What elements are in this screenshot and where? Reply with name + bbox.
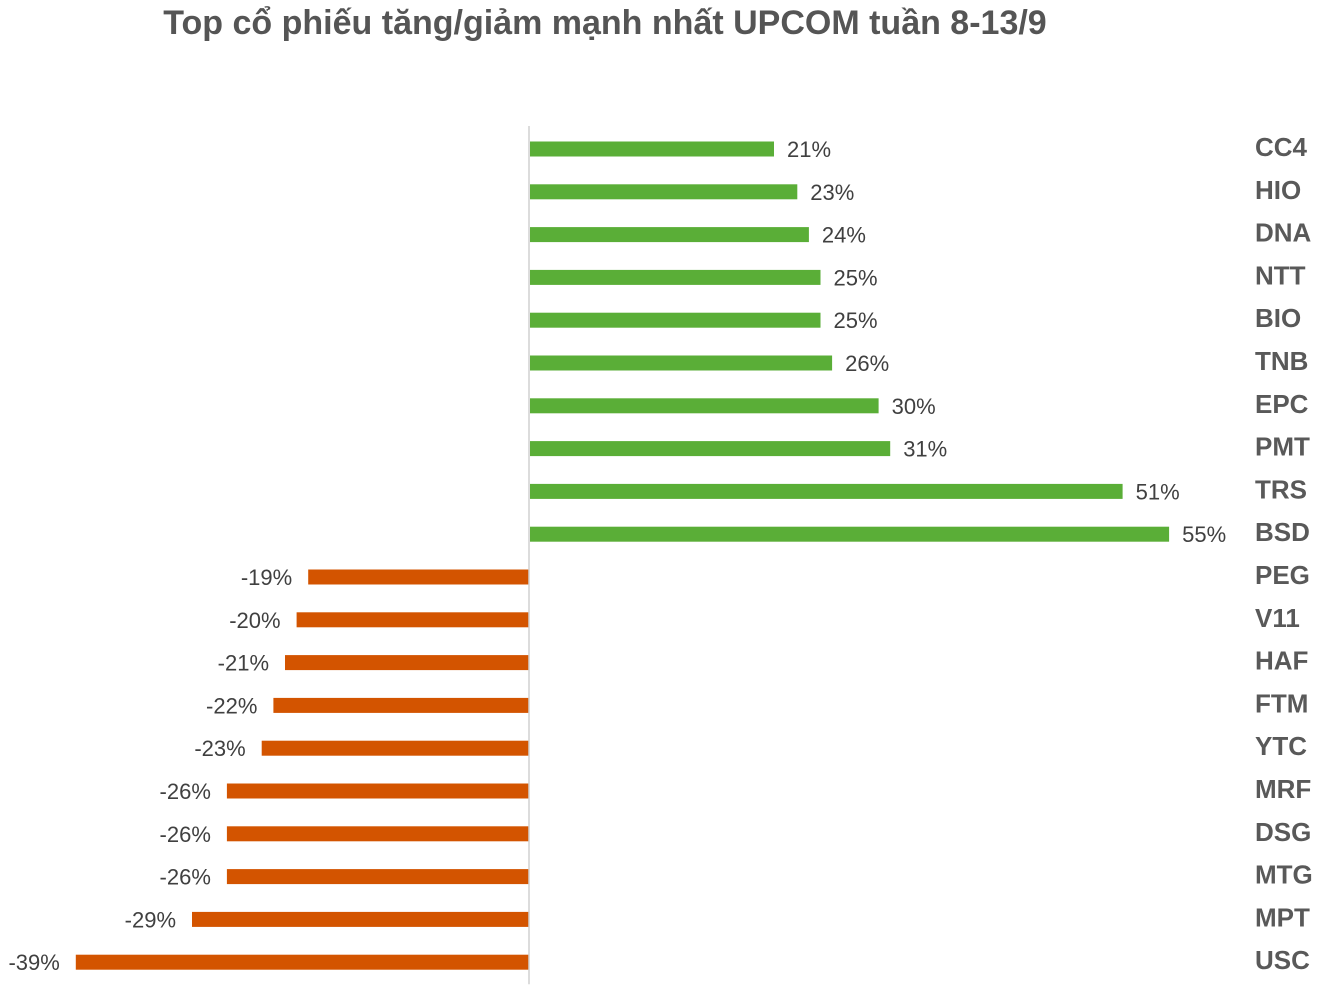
category-label-bsd: BSD (1255, 517, 1310, 547)
category-label-mtg: MTG (1255, 860, 1313, 890)
category-label-haf: HAF (1255, 646, 1308, 676)
bar-dna (530, 227, 809, 243)
category-label-ftm: FTM (1255, 688, 1308, 718)
category-label-peg: PEG (1255, 560, 1310, 590)
category-label-usc: USC (1255, 945, 1310, 975)
value-label-mrf: -26% (160, 779, 211, 804)
bar-hio (530, 184, 798, 200)
bar-cc4 (530, 141, 774, 157)
value-label-usc: -39% (8, 950, 59, 975)
category-label-trs: TRS (1255, 474, 1307, 504)
bar-mpt (192, 911, 529, 927)
value-label-bsd: 55% (1182, 522, 1226, 547)
bar-haf (285, 655, 529, 671)
value-label-bio: 25% (834, 308, 878, 333)
category-labels-group: CC4 HIO DNA NTT BIO TNB EPC PMT TRS BSD PEG V11 HAF F… (1255, 132, 1313, 975)
bar-v11 (296, 612, 529, 628)
bar-bsd (530, 526, 1170, 542)
bar-peg (308, 569, 529, 585)
category-label-epc: EPC (1255, 389, 1309, 419)
category-label-dsg: DSG (1255, 817, 1311, 847)
category-label-v11: V11 (1255, 603, 1300, 633)
bar-ytc (261, 740, 529, 756)
value-label-peg: -19% (241, 565, 292, 590)
value-label-epc: 30% (892, 394, 936, 419)
category-label-mrf: MRF (1255, 774, 1311, 804)
value-label-ntt: 25% (834, 265, 878, 290)
value-label-pmt: 31% (903, 437, 947, 462)
bars-group (75, 141, 1170, 970)
category-label-ntt: NTT (1255, 260, 1306, 290)
value-label-mtg: -26% (160, 865, 211, 890)
bar-pmt (530, 441, 891, 457)
bar-trs (530, 483, 1123, 499)
bar-usc (75, 954, 530, 970)
bar-mtg (226, 869, 529, 885)
bar-epc (530, 398, 879, 414)
value-label-v11: -20% (229, 608, 280, 633)
category-label-tnb: TNB (1255, 346, 1308, 376)
category-label-cc4: CC4 (1255, 132, 1308, 162)
category-label-ytc: YTC (1255, 731, 1307, 761)
bar-ftm (273, 697, 529, 713)
bar-ntt (530, 269, 821, 285)
category-label-hio: HIO (1255, 175, 1301, 205)
value-label-haf: -21% (218, 651, 269, 676)
category-label-pmt: PMT (1255, 432, 1310, 462)
category-label-dna: DNA (1255, 218, 1312, 248)
category-label-mpt: MPT (1255, 902, 1310, 932)
category-label-bio: BIO (1255, 303, 1301, 333)
bar-tnb (530, 355, 833, 371)
value-label-mpt: -29% (125, 907, 176, 932)
value-label-tnb: 26% (845, 351, 889, 376)
bar-mrf (226, 783, 529, 799)
chart-title: Top cổ phiếu tăng/giảm mạnh nhất UPCOM t… (163, 4, 1047, 42)
value-labels-group: 21% 23% 24% 25% 25% 26%30% 31% 51%55% -19% -20% -2… (8, 137, 1226, 975)
bar-dsg (226, 826, 529, 842)
value-label-trs: 51% (1136, 479, 1180, 504)
value-label-ftm: -22% (206, 693, 257, 718)
value-label-dna: 24% (822, 223, 866, 248)
value-label-cc4: 21% (787, 137, 831, 162)
bar-bio (530, 312, 821, 328)
value-label-dsg: -26% (160, 822, 211, 847)
value-label-ytc: -23% (194, 736, 245, 761)
value-label-hio: 23% (810, 180, 854, 205)
